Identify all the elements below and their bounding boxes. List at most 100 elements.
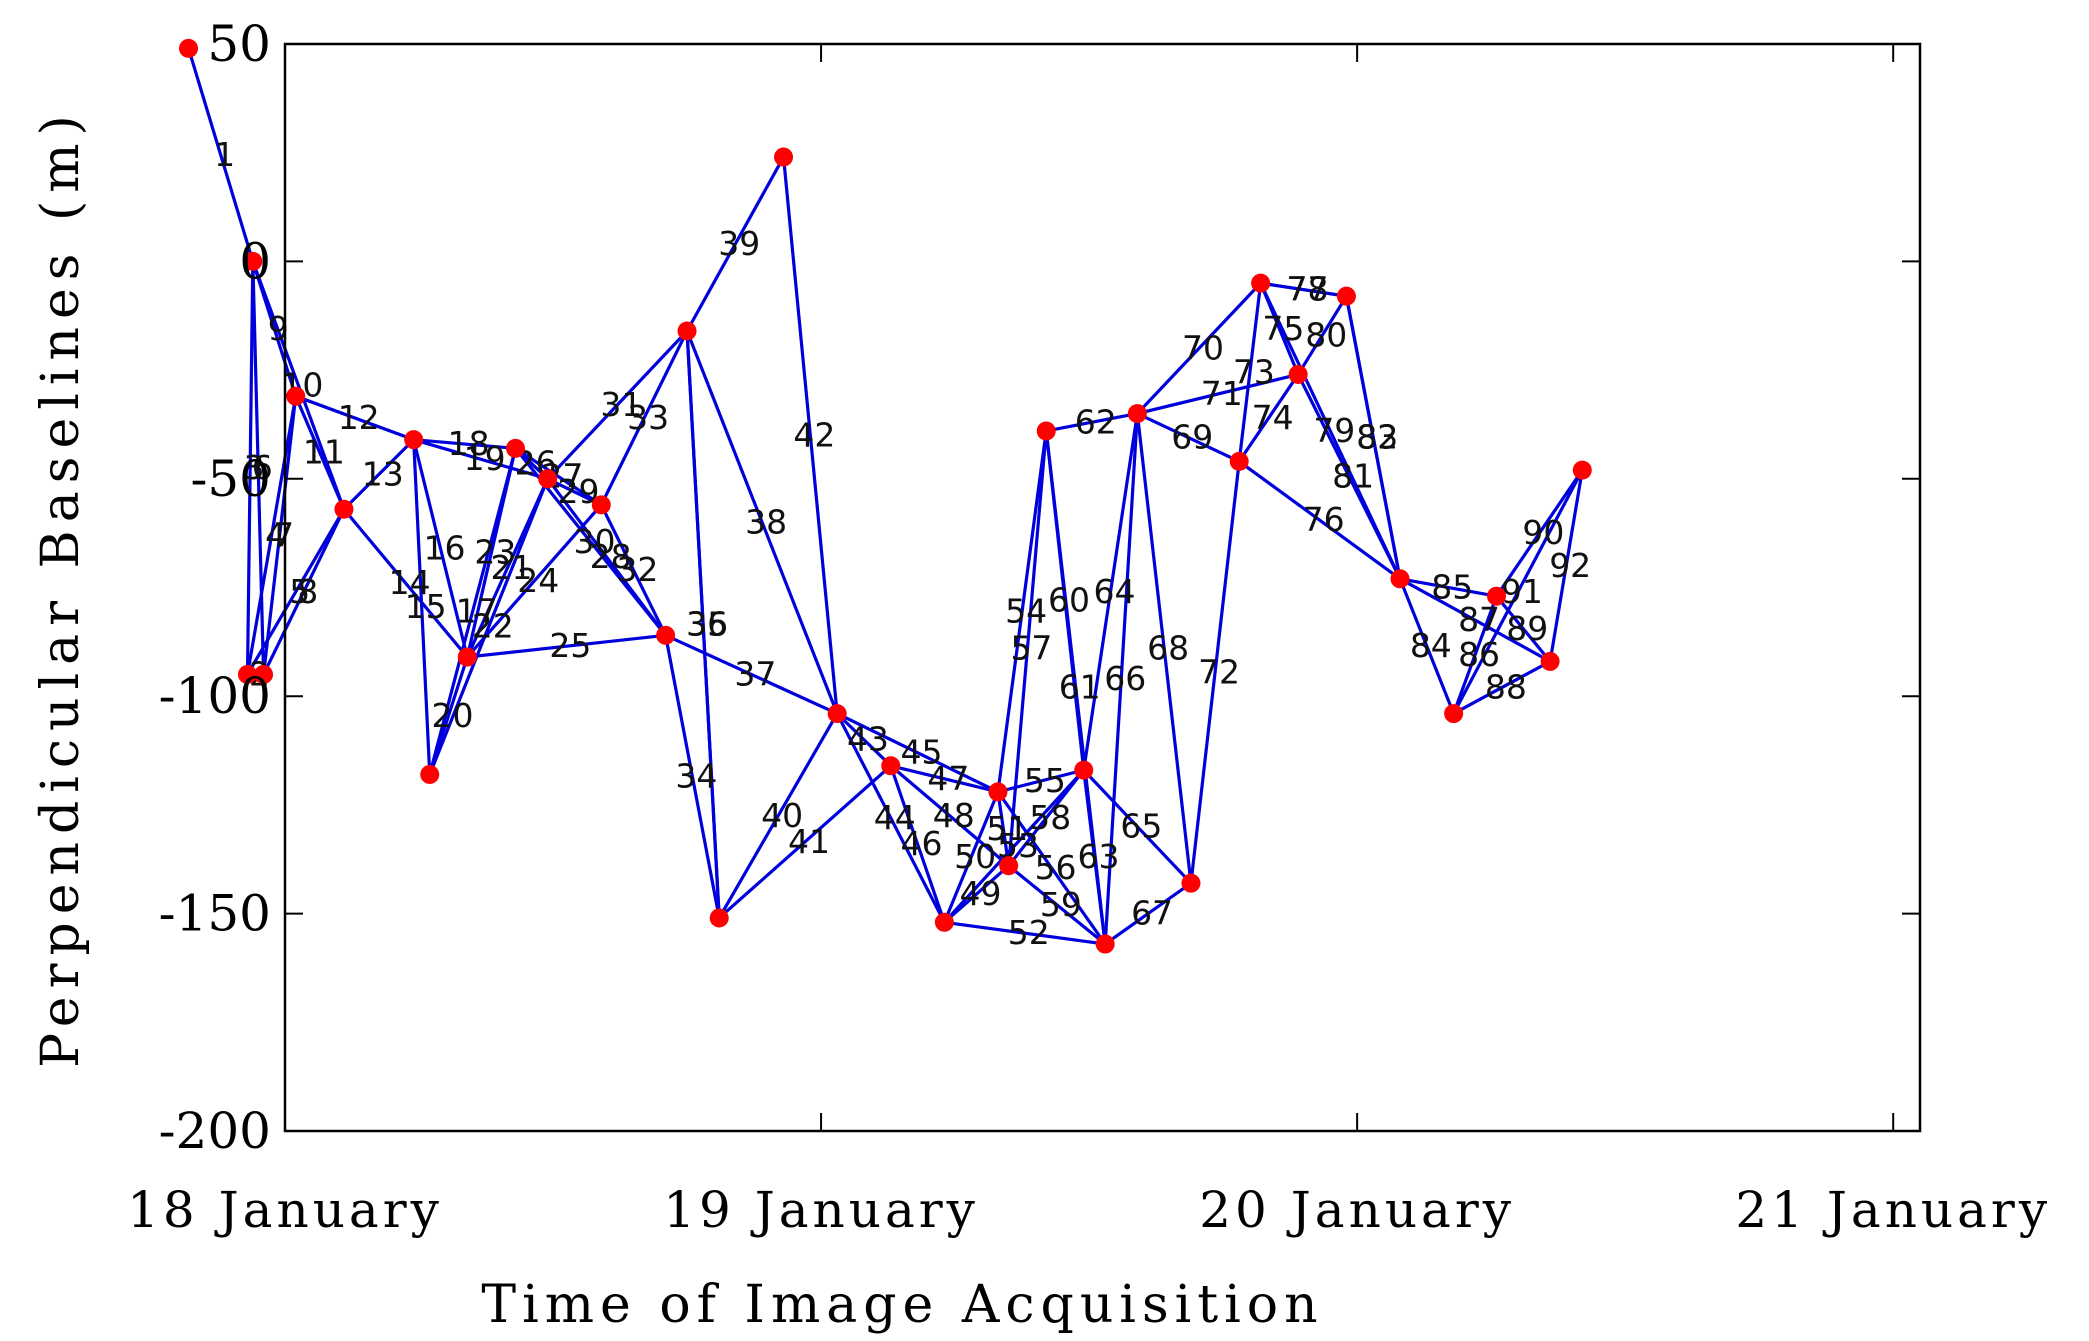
baseline-edge [1135, 372, 1300, 416]
edge-number-label: 35 [686, 604, 728, 643]
baseline-edge [1007, 768, 1086, 868]
edge-number-label: 81 [1332, 457, 1374, 496]
baseline-edge [1494, 594, 1552, 664]
edge-number-label: 46 [901, 824, 943, 863]
baseline-edge [996, 429, 1048, 794]
acquisition-node [1036, 421, 1056, 441]
acquisition-node [1181, 873, 1201, 893]
edge-number-label: 43 [847, 720, 889, 759]
baseline-edge [465, 503, 603, 659]
baseline-edge [251, 259, 346, 511]
acquisition-node [179, 38, 199, 58]
baseline-edge [717, 711, 839, 920]
edge-number-label: 39 [718, 224, 760, 263]
edge-label-layer: 1234567891011121314151617181920212223242… [214, 135, 1591, 952]
edge-number-label: 31 [600, 385, 642, 424]
edge-number-label: 51 [986, 809, 1028, 848]
baseline-edge [1103, 881, 1193, 946]
baseline-edge [1398, 577, 1456, 716]
baseline-edge [261, 394, 298, 677]
edge-number-label: 11 [303, 433, 345, 472]
acquisition-node [999, 856, 1019, 876]
acquisition-node [1444, 704, 1464, 724]
baseline-edge [1237, 281, 1263, 464]
edge-number-label: 8 [297, 572, 318, 611]
edge-number-label: 48 [933, 796, 975, 835]
edge-number-label: 60 [1048, 581, 1090, 620]
edge-number-label: 45 [901, 733, 943, 772]
edge-number-label: 59 [1040, 885, 1082, 924]
baseline-edge [186, 46, 255, 263]
x-tick-label: 19 January [663, 1181, 979, 1239]
acquisition-node [881, 756, 901, 776]
edge-number-label: 18 [448, 424, 490, 463]
acquisition-node [591, 495, 611, 515]
acquisition-node [774, 147, 794, 167]
acquisition-node [457, 647, 477, 667]
acquisition-node [1095, 934, 1115, 954]
baseline-edge [294, 394, 416, 442]
acquisition-node [404, 430, 424, 450]
baseline-edge [1398, 577, 1499, 598]
baseline-edge [294, 394, 346, 511]
baseline-edge [1398, 577, 1552, 664]
edge-number-label: 65 [1120, 807, 1162, 846]
edge-number-label: 52 [1008, 913, 1050, 952]
edge-number-label: 30 [574, 522, 616, 561]
edge-number-label: 57 [1010, 628, 1052, 667]
baseline-edge [942, 790, 1000, 924]
baseline-edge [889, 764, 946, 924]
edge-number-label: 74 [1252, 398, 1294, 437]
acquisition-node [237, 664, 257, 684]
edge-number-label: 28 [590, 537, 632, 576]
edge-number-label: 71 [1201, 374, 1243, 413]
baseline-edge [835, 711, 1000, 794]
y-tick-label: -150 [159, 885, 271, 943]
y-tick-label: -50 [190, 450, 271, 508]
baseline-edge [599, 329, 689, 507]
baseline-edge [245, 259, 255, 677]
edge-number-label: 77 [1287, 270, 1329, 309]
edge-number-label: 34 [675, 757, 717, 796]
y-tick-label: 50 [207, 15, 271, 73]
acquisition-node [1572, 460, 1592, 480]
edge-number-label: 67 [1131, 894, 1173, 933]
y-tick-label: 0 [239, 232, 271, 290]
baseline-edge [412, 438, 550, 481]
baseline-edge [835, 711, 946, 924]
acquisition-node [988, 782, 1008, 802]
x-tick-label: 18 January [127, 1181, 443, 1239]
edge-number-label: 21 [490, 548, 532, 587]
baseline-edge [996, 768, 1086, 794]
acquisition-node [1074, 760, 1094, 780]
edge-number-label: 5 [289, 572, 310, 611]
baseline-edge [1452, 659, 1552, 716]
edge-number-label: 38 [745, 502, 787, 541]
edge-number-label: 88 [1485, 668, 1527, 707]
baseline-edge [1189, 459, 1241, 885]
baseline-edge [664, 633, 721, 920]
baseline-edge [1237, 372, 1300, 464]
x-axis-title: Time of Image Acquisition [481, 1275, 1323, 1335]
baseline-edge [781, 155, 839, 716]
edge-number-label: 91 [1501, 572, 1543, 611]
edge-number-label: 14 [389, 563, 431, 602]
edge-number-label: 23 [474, 533, 516, 572]
baseline-edge [412, 438, 518, 450]
edge-number-label: 64 [1094, 572, 1136, 611]
baseline-edge [1082, 768, 1107, 946]
acquisition-node [334, 499, 354, 519]
edge-number-label: 32 [616, 550, 658, 589]
y-axis-title: Perpendicular Baselines (m) [31, 107, 91, 1068]
baseline-edge [1103, 411, 1139, 946]
baseline-edge [717, 764, 893, 920]
acquisition-node [1251, 273, 1271, 293]
baseline-edge [685, 155, 786, 333]
y-axis-ticks: 50 0 -50 -100 -150 -200 [159, 15, 1920, 1160]
edge-number-label: 7 [273, 515, 294, 554]
acquisition-node [1229, 451, 1249, 471]
edge-number-label: 54 [1005, 591, 1047, 630]
edge-number-label: 1 [214, 135, 235, 174]
edge-number-label: 47 [927, 759, 969, 798]
edge-number-label: 75 [1262, 309, 1304, 348]
